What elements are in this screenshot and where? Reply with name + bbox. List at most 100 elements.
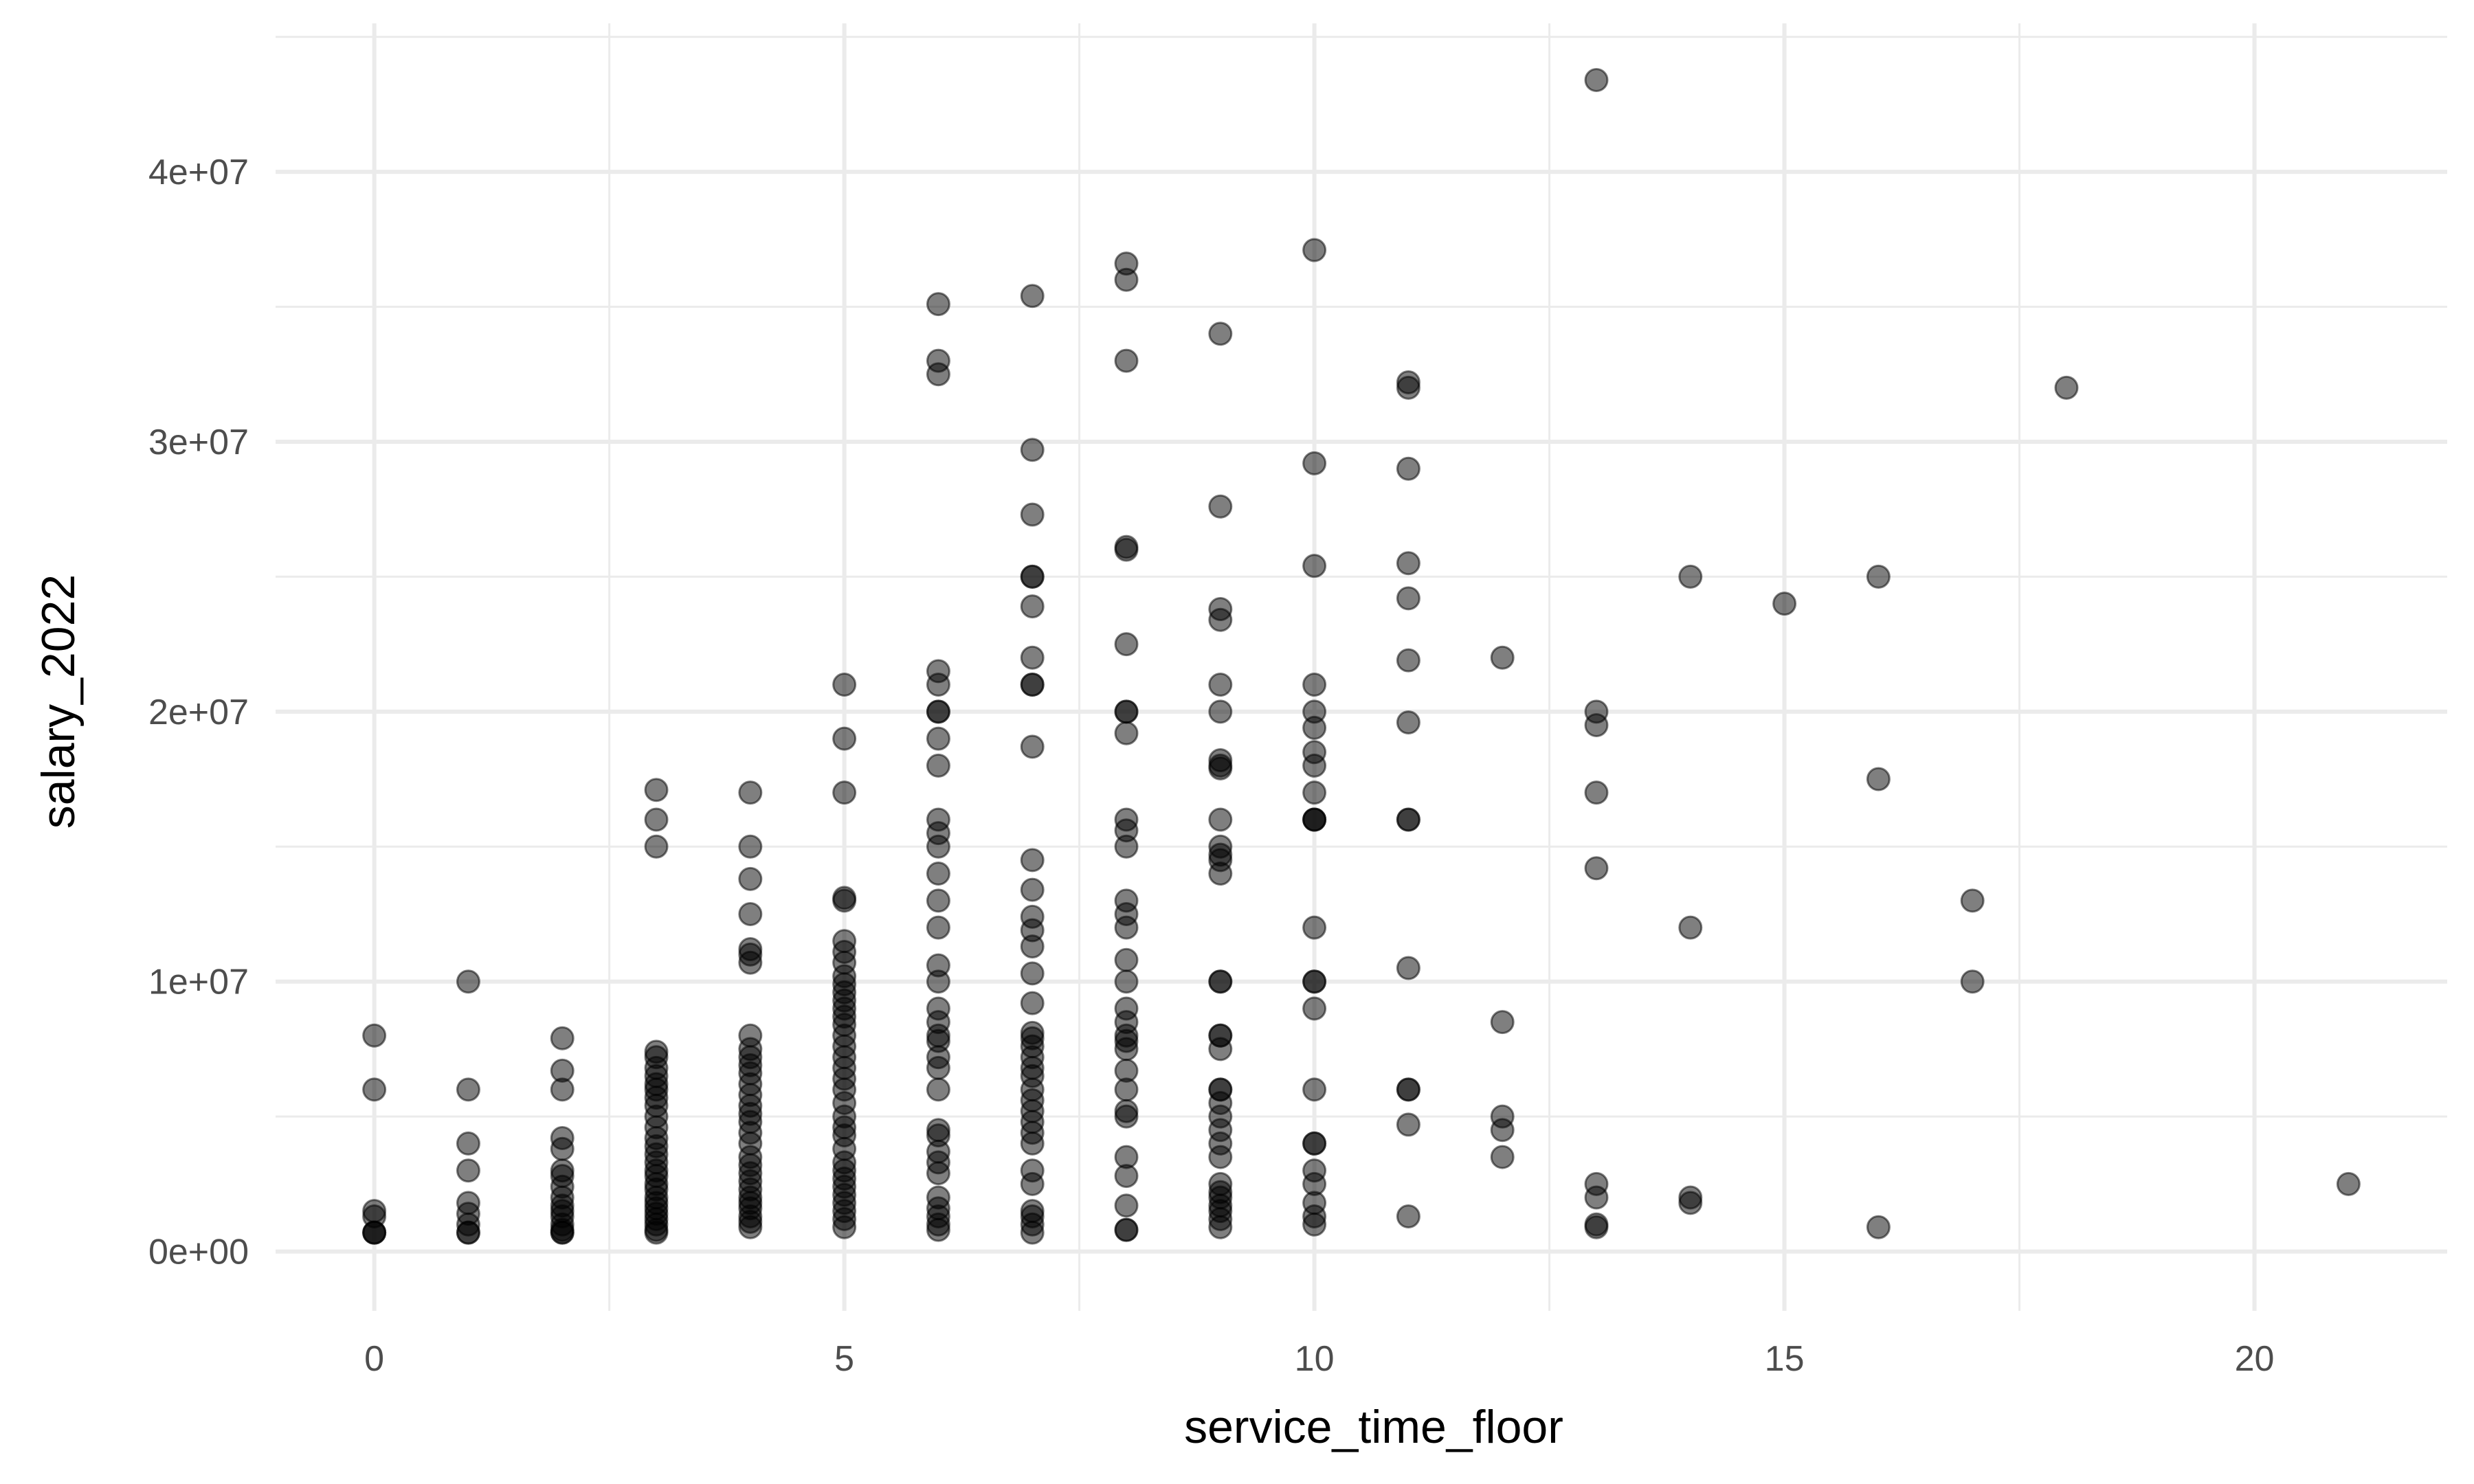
x-axis-title: service_time_floor: [1184, 1401, 1563, 1453]
data-point: [644, 778, 669, 802]
data-point: [1114, 1037, 1139, 1061]
x-axis-tick-labels: 0 5 10 15 20: [364, 1339, 2274, 1379]
data-point: [362, 1077, 387, 1102]
data-point: [644, 834, 669, 859]
data-point: [738, 901, 763, 926]
data-point: [926, 753, 950, 778]
data-point: [1396, 710, 1420, 735]
data-point: [926, 862, 950, 886]
data-point: [1020, 1171, 1045, 1196]
data-point: [1020, 1220, 1045, 1245]
data-point: [1302, 1212, 1327, 1237]
data-point: [926, 1077, 950, 1102]
data-point: [1302, 915, 1327, 940]
data-point: [1396, 1077, 1420, 1102]
data-point: [926, 673, 950, 697]
data-point: [1208, 699, 1233, 724]
data-point: [1114, 1099, 1139, 1123]
data-point: [1114, 348, 1139, 373]
data-point: [456, 969, 480, 994]
data-point: [550, 1077, 575, 1102]
data-point: [926, 292, 950, 317]
data-point: [1114, 1193, 1139, 1218]
data-point: [1772, 592, 1797, 616]
data-point: [1020, 961, 1045, 986]
y-tick-label: 0e+00: [148, 1233, 249, 1272]
data-point: [1396, 586, 1420, 611]
data-point: [926, 1161, 950, 1186]
data-point: [738, 834, 763, 859]
data-point: [1302, 715, 1327, 740]
data-point: [738, 866, 763, 891]
data-point: [1020, 645, 1045, 670]
data-point: [1396, 456, 1420, 481]
data-point: [1114, 632, 1139, 657]
data-point: [926, 699, 950, 724]
data-point: [1208, 807, 1233, 832]
data-point: [1114, 537, 1139, 562]
data-point: [1114, 1164, 1139, 1189]
data-point: [644, 807, 669, 832]
data-point: [1208, 756, 1233, 780]
data-point: [832, 780, 857, 805]
data-point: [1490, 645, 1515, 670]
data-point: [926, 1217, 950, 1242]
minor-gridlines: [276, 23, 2447, 1311]
x-tick-label: 0: [364, 1339, 384, 1379]
data-point: [1302, 238, 1327, 262]
data-point: [1396, 375, 1420, 400]
data-point: [1020, 438, 1045, 462]
data-point: [1020, 502, 1045, 527]
data-point: [1114, 947, 1139, 972]
data-point: [1866, 767, 1891, 791]
data-point: [738, 950, 763, 975]
data-point: [1960, 888, 1985, 913]
data-point: [1208, 1215, 1233, 1239]
data-point: [550, 1136, 575, 1161]
data-point: [1584, 780, 1609, 805]
data-point: [1584, 856, 1609, 881]
data-point: [1208, 1037, 1233, 1061]
data-point: [1114, 1217, 1139, 1242]
data-point: [926, 888, 950, 913]
data-point: [1490, 1010, 1515, 1035]
data-point: [644, 1220, 669, 1245]
data-point: [550, 1026, 575, 1050]
data-point: [832, 888, 857, 913]
data-point: [1678, 915, 1703, 940]
data-point: [1960, 969, 1985, 994]
data-point: [1020, 877, 1045, 902]
data-point: [1302, 753, 1327, 778]
data-point: [1114, 915, 1139, 940]
y-axis-title: salary_2022: [32, 574, 85, 829]
data-point: [926, 915, 950, 940]
data-point: [1302, 1131, 1327, 1156]
data-point: [1114, 834, 1139, 859]
data-point: [1490, 1118, 1515, 1143]
data-point: [1020, 848, 1045, 873]
data-point: [1208, 673, 1233, 697]
data-point: [1208, 494, 1233, 519]
data-point: [1208, 607, 1233, 632]
data-point: [1208, 969, 1233, 994]
data-point: [1114, 721, 1139, 745]
data-point: [1020, 734, 1045, 759]
data-point: [1208, 322, 1233, 346]
data-point: [1114, 969, 1139, 994]
data-point: [456, 1131, 480, 1156]
data-point: [1302, 554, 1327, 578]
data-point: [1396, 807, 1420, 832]
data-point: [1490, 1145, 1515, 1169]
data-point: [1302, 996, 1327, 1021]
data-point: [1302, 1077, 1327, 1102]
x-tick-label: 5: [834, 1339, 854, 1379]
data-point: [926, 1055, 950, 1080]
data-point: [1866, 1215, 1891, 1239]
x-tick-label: 20: [2235, 1339, 2275, 1379]
data-point: [1302, 969, 1327, 994]
data-point: [1396, 648, 1420, 673]
data-point: [1114, 699, 1139, 724]
data-point: [1584, 68, 1609, 93]
